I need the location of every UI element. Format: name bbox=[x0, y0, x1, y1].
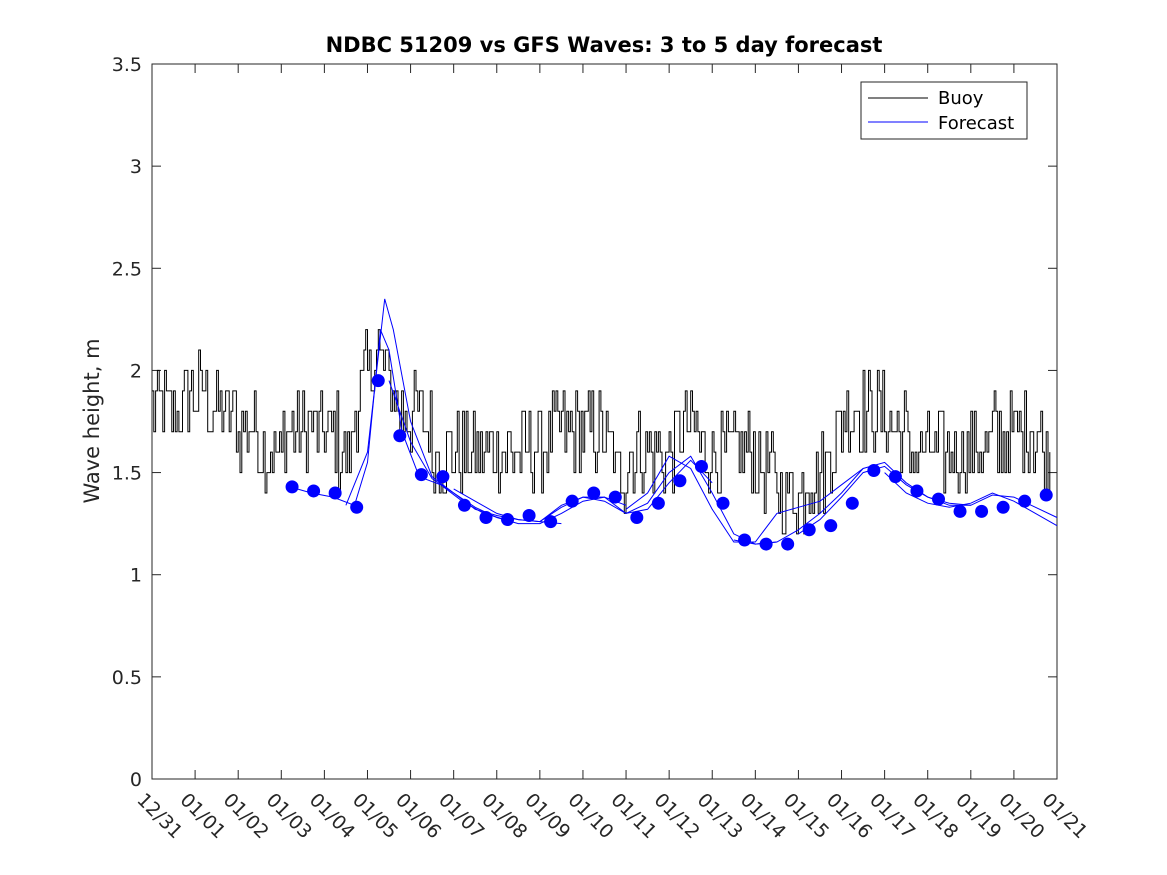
x-tick-label: 01/02 bbox=[219, 789, 273, 843]
y-tick-label: 0.5 bbox=[112, 667, 142, 689]
x-tick-label: 01/21 bbox=[1037, 789, 1091, 843]
forecast-point bbox=[328, 486, 342, 500]
y-tick-label: 2.5 bbox=[112, 258, 142, 280]
plot-frame bbox=[151, 63, 1058, 780]
forecast-point bbox=[608, 490, 622, 504]
forecast-point bbox=[479, 511, 493, 525]
forecast-point bbox=[716, 496, 730, 510]
x-tick-label: 01/19 bbox=[951, 789, 1005, 843]
forecast-point bbox=[867, 464, 881, 478]
forecast-point bbox=[888, 470, 902, 484]
y-axis-label: Wave height, m bbox=[80, 338, 104, 503]
x-tick-label: 01/18 bbox=[908, 789, 962, 843]
forecast-point bbox=[630, 511, 644, 525]
forecast-point bbox=[285, 480, 299, 494]
y-tick-label: 2 bbox=[130, 360, 142, 382]
x-tick-label: 01/17 bbox=[865, 789, 919, 843]
forecast-point bbox=[522, 508, 536, 522]
forecast-point bbox=[931, 492, 945, 506]
forecast-point bbox=[824, 519, 838, 533]
forecast-point bbox=[953, 504, 967, 518]
forecast-point bbox=[759, 537, 773, 551]
forecast-point bbox=[975, 504, 989, 518]
buoy-series-line bbox=[152, 329, 1051, 535]
forecast-point bbox=[350, 500, 364, 514]
forecast-point bbox=[393, 429, 407, 443]
x-tick-label: 01/11 bbox=[607, 789, 661, 843]
y-tick-label: 1 bbox=[130, 565, 142, 587]
forecast-run-line bbox=[798, 465, 1058, 535]
forecast-point bbox=[1018, 494, 1032, 508]
forecast-point bbox=[544, 515, 558, 529]
forecast-point bbox=[996, 500, 1010, 514]
forecast-point bbox=[457, 498, 471, 512]
x-tick-label: 01/16 bbox=[822, 789, 876, 843]
x-tick-label: 01/07 bbox=[434, 789, 488, 843]
x-tick-label: 01/14 bbox=[736, 789, 790, 843]
forecast-point bbox=[738, 533, 752, 547]
forecast-point bbox=[673, 474, 687, 488]
x-tick-label: 01/06 bbox=[391, 789, 445, 843]
x-tick-label: 01/01 bbox=[176, 789, 230, 843]
x-tick-label: 01/10 bbox=[563, 789, 617, 843]
forecast-point bbox=[802, 523, 816, 537]
forecast-point bbox=[910, 484, 924, 498]
forecast-point bbox=[781, 537, 795, 551]
x-tick-label: 01/04 bbox=[305, 789, 359, 843]
forecast-point bbox=[565, 494, 579, 508]
y-tick-label: 1.5 bbox=[112, 463, 142, 485]
forecast-point bbox=[436, 470, 450, 484]
forecast-point bbox=[587, 486, 601, 500]
x-tick-label: 01/05 bbox=[348, 789, 402, 843]
x-tick-label: 01/13 bbox=[693, 789, 747, 843]
x-tick-label: 01/08 bbox=[477, 789, 531, 843]
forecast-point bbox=[845, 496, 859, 510]
forecast-point bbox=[307, 484, 321, 498]
forecast-point bbox=[651, 496, 665, 510]
legend-forecast-label: Forecast bbox=[938, 113, 1014, 134]
y-tick-label: 0 bbox=[130, 769, 142, 791]
x-tick-label: 12/31 bbox=[132, 789, 186, 843]
forecast-point bbox=[501, 513, 515, 527]
legend-box bbox=[860, 81, 1028, 140]
y-tick-label: 3.5 bbox=[112, 54, 142, 76]
x-tick-label: 01/03 bbox=[262, 789, 316, 843]
legend: Buoy Forecast bbox=[860, 81, 1028, 140]
forecast-point bbox=[694, 459, 708, 473]
forecast-run-line bbox=[539, 455, 777, 545]
x-tick-label: 01/20 bbox=[994, 789, 1048, 843]
forecast-point bbox=[414, 468, 428, 482]
forecast-run-line bbox=[884, 472, 1058, 527]
x-tick-label: 01/15 bbox=[779, 789, 833, 843]
legend-buoy-label: Buoy bbox=[938, 88, 984, 109]
chart-title: NDBC 51209 vs GFS Waves: 3 to 5 day fore… bbox=[326, 33, 883, 57]
x-tick-label: 01/09 bbox=[520, 789, 574, 843]
forecast-point bbox=[1039, 488, 1053, 502]
x-tick-label: 01/12 bbox=[650, 789, 704, 843]
y-tick-label: 3 bbox=[130, 156, 142, 178]
forecast-point bbox=[371, 374, 385, 388]
